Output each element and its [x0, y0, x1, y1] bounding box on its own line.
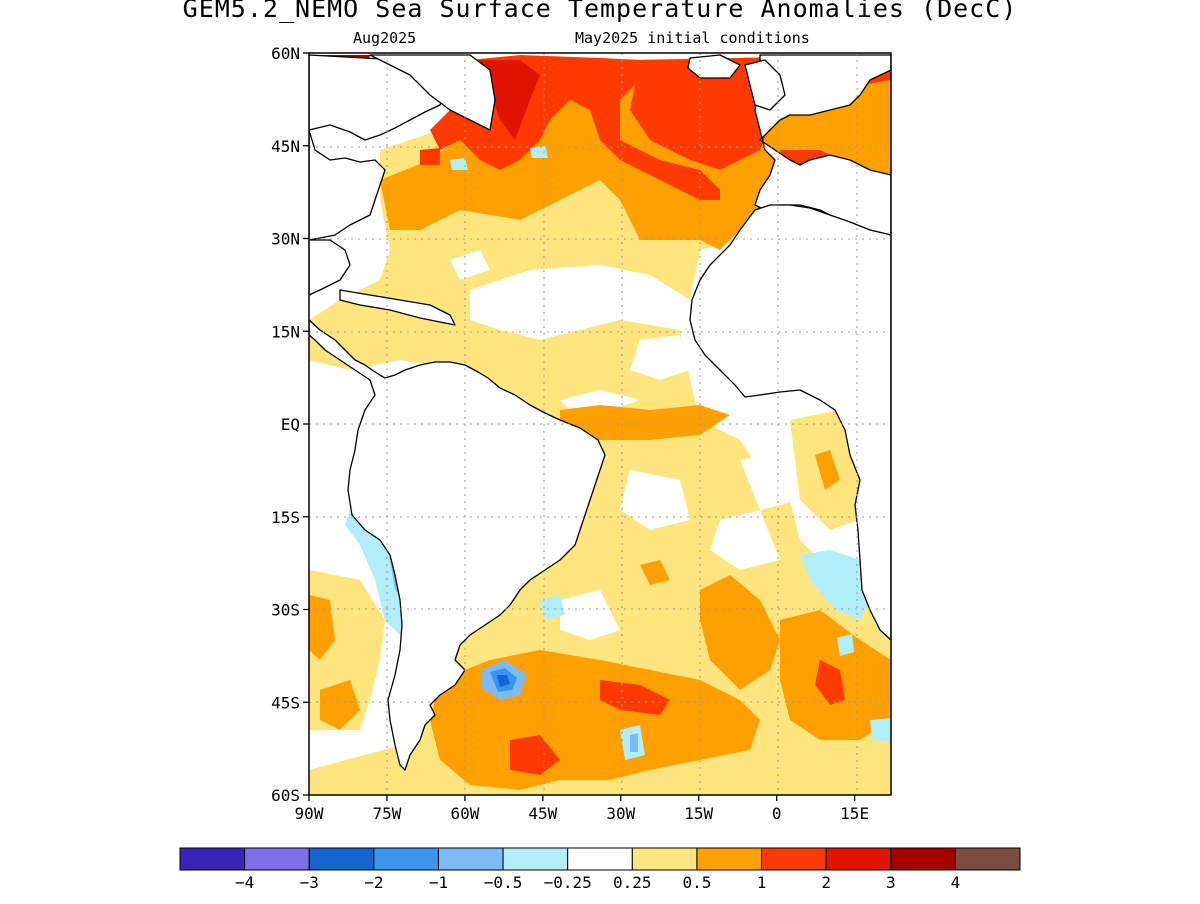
colorbar: −4 −3 −2 −1 −0.5 −0.25 0.25 0.5 1 2 3 4: [179, 847, 1021, 892]
graticule: [309, 53, 891, 795]
colorbar-label: 0.5: [682, 873, 711, 892]
gulf-coast: [309, 239, 351, 296]
lon-tick-label: 15W: [684, 804, 713, 823]
colorbar-label: −0.5: [484, 873, 523, 892]
colorbar-swatch: [761, 847, 827, 871]
colorbar-swatch: [244, 847, 310, 871]
colorbar-label: −2: [364, 873, 383, 892]
anomaly-field: [309, 53, 891, 795]
colorbar-label: −4: [235, 873, 254, 892]
caribbean-islands: [339, 289, 456, 326]
colorbar-swatch: [631, 847, 698, 871]
latitude-axis: 60N 45N 30N 15N EQ 15S 30S 45S 60S: [271, 44, 309, 805]
lon-tick-label: 0: [772, 804, 782, 823]
lat-tick-label: 45S: [271, 693, 300, 712]
colorbar-swatch: [308, 847, 375, 871]
lat-tick-label: 30N: [271, 230, 300, 249]
lon-tick-label: 30W: [606, 804, 635, 823]
colorbar-label: 2: [821, 873, 831, 892]
chart-title: GEM5.2_NEMO Sea Surface Temperature Anom…: [182, 0, 1018, 23]
lon-tick-label: 60W: [450, 804, 479, 823]
lat-tick-label: 60S: [271, 786, 300, 805]
negative-anomalies: [345, 146, 891, 760]
colorbar-label: −1: [429, 873, 448, 892]
colorbar-swatch: [696, 847, 763, 871]
anomaly-2-3-areas: [480, 60, 540, 140]
colorbar-swatch: [890, 847, 956, 871]
colorbar-swatch: [825, 847, 892, 871]
europe: [754, 54, 891, 236]
lat-tick-label: 30S: [271, 601, 300, 620]
lat-tick-label: 45N: [271, 137, 300, 156]
colorbar-swatch: [179, 847, 246, 871]
colorbar-label: −0.25: [544, 873, 592, 892]
lat-tick-label: 15S: [271, 508, 300, 527]
colorbar-swatch: [567, 847, 633, 871]
central-america: [309, 319, 606, 771]
forecast-month: Aug2025: [353, 29, 417, 47]
greenland-region: [369, 54, 496, 131]
iceland: [687, 54, 741, 79]
colorbar-label: 0.25: [613, 873, 652, 892]
colorbar-label: 3: [886, 873, 896, 892]
longitude-axis: 90W 75W 60W 45W 30W 15W 0 15E: [295, 795, 869, 823]
colorbar-label: 4: [951, 873, 961, 892]
lat-tick-label: 15N: [271, 322, 300, 341]
lon-tick-label: 45W: [528, 804, 557, 823]
colorbar-swatch: [502, 847, 569, 871]
colorbar-label: −3: [300, 873, 319, 892]
colorbar-swatch: [373, 847, 439, 871]
africa: [689, 204, 891, 641]
lon-tick-label: 15E: [840, 804, 869, 823]
colorbar-swatch: [954, 847, 1021, 871]
initial-conditions: May2025 initial conditions: [575, 29, 810, 47]
lon-tick-label: 90W: [295, 804, 324, 823]
lat-tick-label: 60N: [271, 44, 300, 63]
colorbar-swatch: [437, 847, 504, 871]
colorbar-label: 1: [757, 873, 767, 892]
land-masses: [309, 54, 891, 771]
lon-tick-label: 75W: [372, 804, 401, 823]
lat-tick-label: EQ: [281, 415, 300, 434]
